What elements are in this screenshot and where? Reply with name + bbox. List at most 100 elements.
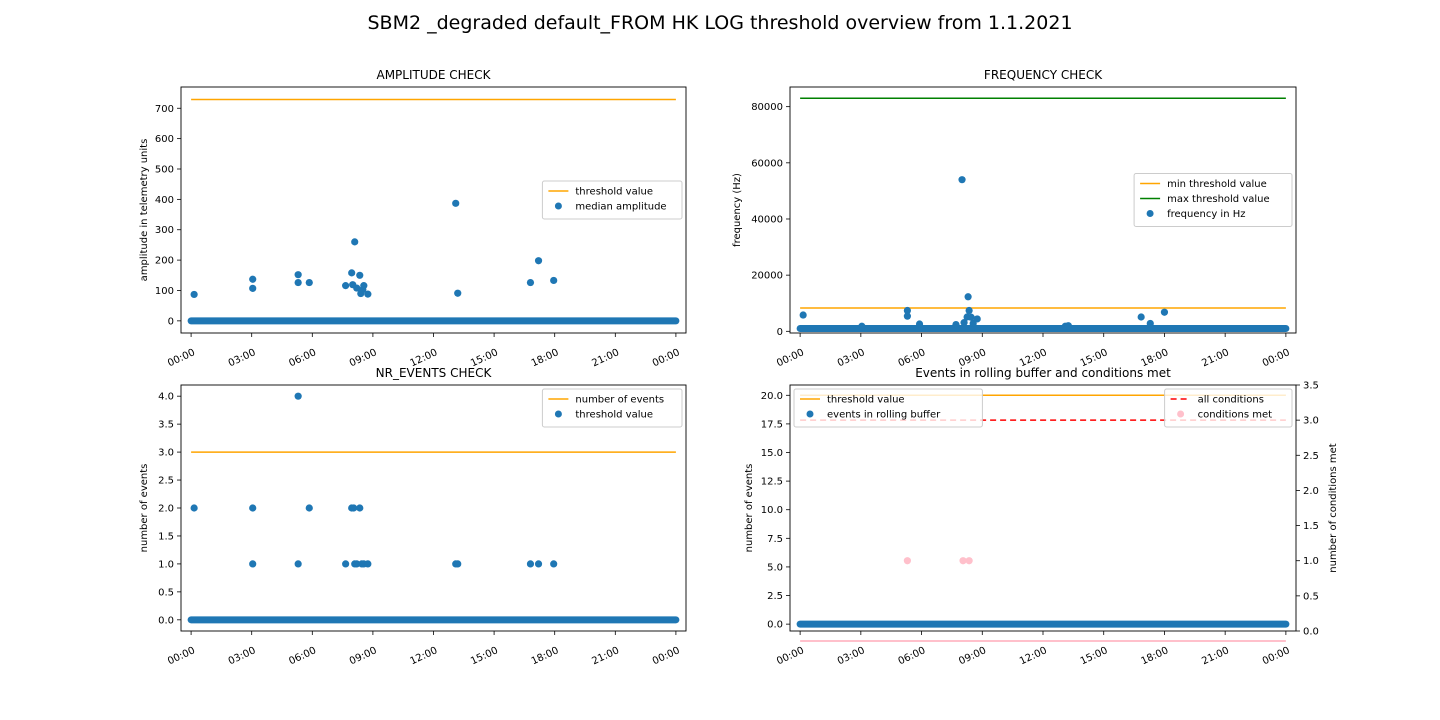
nr-point [190,504,198,512]
nr-point [550,560,558,568]
nr-legend-box [541,388,683,428]
nr-ytick-label: 2.0 [158,504,174,515]
roll-xtick-label: 00:00 [775,645,806,667]
freq-point [858,322,866,330]
nr-ytick-label: 0.5 [158,587,174,598]
nr-xtick-label: 12:00 [409,645,440,667]
freq-point [965,306,973,315]
amp-point [526,278,535,287]
amp-xtick-label: 03:00 [227,347,258,369]
amp-point [351,238,359,246]
nr-xtick-label: 21:00 [590,645,621,667]
nr-point [249,504,257,512]
amp-legend-box [541,180,683,220]
roll-condition-point [965,557,973,565]
freq-ytick-label: 60000 [751,158,783,169]
roll-ytick-label: 2.5 [767,591,783,602]
nr-ylabel: number of events [139,464,150,553]
amp-xtick-label: 21:00 [590,347,621,369]
roll-legend-box [793,388,983,428]
roll-ytick-label: 0.0 [767,620,783,631]
amp-ylabel: amplitude in telemetry units [139,139,150,282]
amp-point [534,257,543,265]
amp-point [550,276,558,285]
freq-title: FREQUENCY CHECK [984,68,1103,82]
freq-point [1064,322,1072,330]
nr-ytick-label: 0.0 [158,615,174,626]
nr-xtick-label: 06:00 [287,645,318,667]
freq-legend-marker-2 [1146,210,1154,217]
amp-point [454,289,462,297]
roll-legend-label-0: threshold value [827,395,905,406]
roll-ytick-right-label: 1.0 [1303,556,1319,567]
roll-ylabel: number of events [744,464,755,553]
roll-right-legend-marker-1 [1177,410,1185,418]
roll-xtick-label: 06:00 [897,645,928,667]
nr-point [249,560,257,568]
amp-point [305,278,313,287]
freq-xtick-label: 03:00 [836,347,867,369]
freq-point [1146,319,1154,328]
nr-point [526,560,535,568]
freq-ylabel: frequency (Hz) [732,173,743,247]
figure-title: SBM2 _degraded default_FROM HK LOG thres… [367,12,1072,34]
amp-point [190,290,198,299]
amp-point [364,290,372,298]
amp-legend-label-0: threshold value [575,187,653,198]
nr-legend-label-1: threshold value [575,410,653,421]
roll-ytick-right-label: 0.5 [1303,591,1319,602]
freq-point [973,315,981,323]
amp-point [249,275,257,283]
nr-xtick-label: 00:00 [651,645,682,667]
freq-xtick-label: 00:00 [1261,347,1292,369]
nr-point [534,560,543,568]
amp-ytick-label: 700 [155,104,174,115]
nr-ytick-label: 3.5 [158,420,174,431]
freq-point [799,311,807,319]
roll-right-legend-label-0: all conditions [1198,395,1264,406]
amp-xtick-label: 00:00 [651,347,682,369]
roll-ytick-label: 20.0 [761,391,783,402]
roll-ytick-label: 7.5 [767,534,783,545]
roll-condition-point [903,557,911,565]
freq-ytick-label: 20000 [751,271,783,282]
roll-title: Events in rolling buffer and conditions … [915,366,1171,380]
roll-ytick-right-label: 3.0 [1303,416,1319,427]
nr-point [454,560,462,568]
amp-legend-marker-1 [554,202,562,210]
roll-ytick-label: 5.0 [767,562,783,573]
roll-xtick-label: 18:00 [1139,645,1170,667]
roll-xtick-label: 21:00 [1200,645,1231,667]
chart-panels: AMPLITUDE CHECK 00:00 03:00 06:00 09:00 12:00… [139,68,1339,667]
freq-ytick-label: 80000 [751,102,783,113]
roll-xtick-label: 00:00 [1261,645,1292,667]
roll-ytick-right-label: 3.5 [1303,381,1319,392]
freq-point [915,320,924,328]
roll-xtick-label: 15:00 [1079,645,1110,667]
roll-ylabel-right: number of conditions met [1328,443,1339,573]
nr-point [294,392,302,400]
nr-title: NR_EVENTS CHECK [376,366,493,380]
roll-xtick-label: 12:00 [1018,645,1049,667]
amp-point [356,271,364,279]
roll-legend-marker-1 [806,410,814,418]
roll-legend-label-1: events in rolling buffer [827,410,941,421]
freq-xtick-label: 21:00 [1200,347,1231,369]
amp-title: AMPLITUDE CHECK [376,68,491,82]
amp-xtick-label: 18:00 [530,347,561,369]
freq-ytick-label: 0 [777,327,783,338]
nr-xtick-label: 15:00 [469,645,500,667]
nr-point [364,560,372,568]
freq-point [960,319,968,327]
roll-ytick-right-label: 2.5 [1303,451,1319,462]
nr-point [356,504,364,512]
freq-point [903,312,911,320]
nr-ytick-label: 1.0 [158,559,174,570]
roll-ytick-label: 17.5 [761,419,783,430]
nr-legend-label-0: number of events [575,395,664,406]
nr-ytick-label: 2.5 [158,476,174,487]
roll-ytick-label: 10.0 [761,505,783,516]
